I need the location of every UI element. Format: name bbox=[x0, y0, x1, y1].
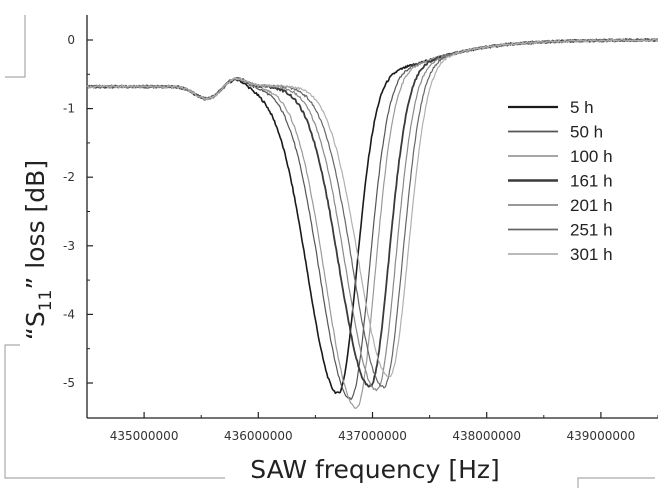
y-tick-label: -4 bbox=[63, 307, 75, 321]
series-line-5h bbox=[86, 38, 658, 395]
y-tick-label: 0 bbox=[67, 33, 75, 47]
legend: 5 h 50 h 100 h 161 h 201 h 251 h 301 h bbox=[508, 98, 613, 264]
x-tick-label: 436000000 bbox=[224, 429, 293, 443]
y-axis-title-subscript: 11 bbox=[36, 290, 56, 312]
y-axis-title: “S11” loss [dB] bbox=[21, 160, 56, 340]
legend-label: 161 h bbox=[570, 172, 613, 191]
legend-label: 5 h bbox=[570, 98, 594, 117]
series-line-301h bbox=[86, 38, 658, 378]
y-tick-label: -2 bbox=[63, 170, 75, 184]
y-tick-label: -5 bbox=[63, 376, 75, 390]
x-tick-label: 438000000 bbox=[452, 429, 521, 443]
x-axis-title: SAW frequency [Hz] bbox=[250, 455, 500, 484]
legend-label: 50 h bbox=[570, 123, 603, 142]
legend-label: 201 h bbox=[570, 196, 613, 215]
x-axis-ticks: 435000000 436000000 437000000 438000000 4390… bbox=[86, 412, 658, 443]
plot-axes bbox=[86, 15, 658, 419]
y-axis-title-close: ” loss [dB] bbox=[21, 160, 50, 290]
y-tick-label: -3 bbox=[63, 239, 75, 253]
x-tick-label: 437000000 bbox=[338, 429, 407, 443]
series-line-50h bbox=[86, 38, 658, 400]
y-tick-label: -1 bbox=[63, 102, 75, 116]
figure-frame bbox=[4, 15, 655, 488]
legend-label: 100 h bbox=[570, 147, 613, 166]
series-lines bbox=[86, 38, 658, 409]
legend-label: 301 h bbox=[570, 245, 613, 264]
y-axis-ticks: 0 -1 -2 -3 -4 -5 bbox=[63, 33, 93, 390]
legend-label: 251 h bbox=[570, 221, 613, 240]
x-tick-label: 435000000 bbox=[110, 429, 179, 443]
x-tick-label: 439000000 bbox=[567, 429, 636, 443]
y-axis-title-open: “S bbox=[21, 311, 50, 340]
